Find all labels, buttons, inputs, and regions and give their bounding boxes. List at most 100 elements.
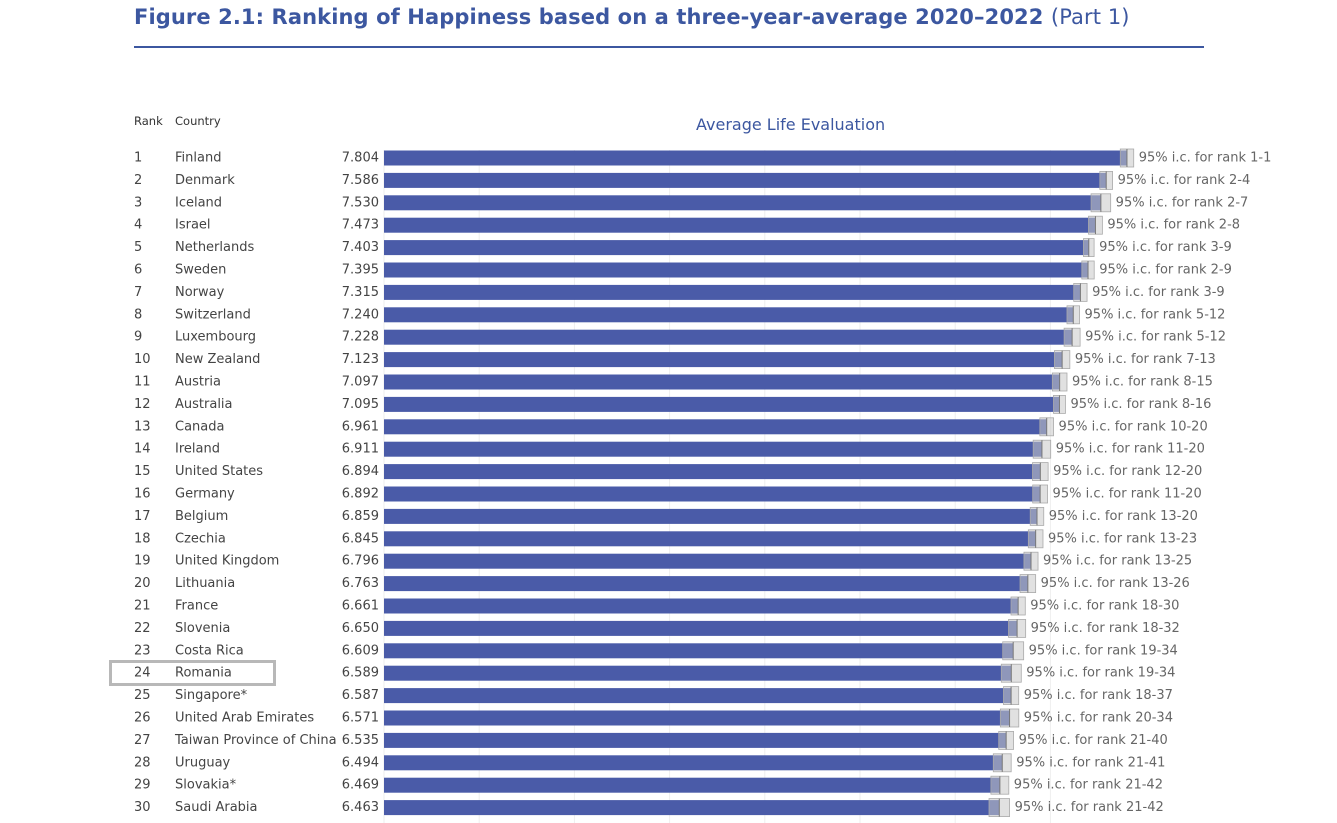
bar	[384, 464, 1041, 480]
rank-label: 18	[134, 531, 151, 546]
rank-label: 5	[134, 240, 142, 255]
ci-label: 95% i.c. for rank 13-26	[1041, 576, 1190, 591]
rank-label: 14	[134, 442, 151, 457]
score-label: 6.661	[342, 599, 379, 614]
rank-label: 15	[134, 464, 151, 479]
score-label: 7.240	[342, 307, 379, 322]
bar	[384, 688, 1012, 704]
ci-label: 95% i.c. for rank 3-9	[1092, 285, 1225, 300]
bar	[384, 598, 1019, 614]
score-label: 7.804	[342, 151, 379, 166]
rank-label: 24	[134, 666, 151, 681]
country-label: United Kingdom	[175, 554, 279, 569]
score-label: 7.097	[342, 375, 379, 390]
bar	[384, 374, 1060, 390]
country-label: Lithuania	[175, 576, 235, 591]
ci-label: 95% i.c. for rank 11-20	[1053, 487, 1202, 502]
figure-title-part: (Part 1)	[1050, 5, 1130, 29]
country-label: United States	[175, 464, 263, 479]
bar	[384, 800, 1000, 816]
score-label: 7.228	[342, 330, 379, 345]
ci-label: 95% i.c. for rank 12-20	[1053, 464, 1202, 479]
country-label: Netherlands	[175, 240, 254, 255]
bar	[384, 486, 1041, 502]
score-label: 6.763	[342, 576, 379, 591]
ci-label: 95% i.c. for rank 5-12	[1085, 330, 1226, 345]
rank-column-header: Rank	[134, 114, 163, 128]
rank-label: 2	[134, 173, 142, 188]
ci-label: 95% i.c. for rank 1-1	[1139, 151, 1272, 166]
bar	[384, 755, 1003, 771]
score-label: 7.530	[342, 195, 379, 210]
ci-label: 95% i.c. for rank 7-13	[1075, 352, 1216, 367]
ci-label: 95% i.c. for rank 11-20	[1056, 442, 1205, 457]
bar	[384, 172, 1107, 188]
country-label: Slovakia*	[175, 778, 237, 793]
ci-label: 95% i.c. for rank 13-20	[1049, 509, 1198, 524]
bar	[384, 576, 1028, 592]
country-label: Singapore*	[175, 688, 248, 703]
ci-label: 95% i.c. for rank 21-40	[1019, 733, 1168, 748]
rank-label: 11	[134, 375, 151, 390]
score-label: 6.571	[342, 711, 379, 726]
rank-label: 29	[134, 778, 151, 793]
country-label: Slovenia	[175, 621, 230, 636]
score-label: 6.892	[342, 487, 379, 502]
country-column-header: Country	[175, 114, 221, 128]
rank-label: 4	[134, 218, 142, 233]
country-label: Romania	[175, 666, 232, 681]
country-label: New Zealand	[175, 352, 260, 367]
score-label: 7.395	[342, 263, 379, 278]
bar	[384, 643, 1014, 659]
score-label: 6.494	[342, 755, 379, 770]
rank-label: 26	[134, 711, 151, 726]
ci-label: 95% i.c. for rank 2-4	[1118, 173, 1251, 188]
country-label: Ireland	[175, 442, 220, 457]
rank-label: 21	[134, 599, 151, 614]
ci-label: 95% i.c. for rank 21-42	[1015, 800, 1164, 815]
bar	[384, 665, 1012, 681]
country-label: Belgium	[175, 509, 228, 524]
country-label: Sweden	[175, 263, 226, 278]
rank-label: 20	[134, 576, 151, 591]
chart-title: Average Life Evaluation	[696, 115, 886, 134]
bar	[384, 419, 1047, 435]
bar	[384, 262, 1089, 278]
score-label: 6.961	[342, 419, 379, 434]
ci-label: 95% i.c. for rank 3-9	[1099, 240, 1232, 255]
country-label: Uruguay	[175, 755, 231, 770]
score-label: 7.095	[342, 397, 379, 412]
country-label: Costa Rica	[175, 643, 244, 658]
highlight-box-romania	[109, 660, 276, 686]
score-label: 6.796	[342, 554, 379, 569]
score-label: 6.469	[342, 778, 379, 793]
score-label: 6.609	[342, 643, 379, 658]
score-label: 6.859	[342, 509, 379, 524]
bar	[384, 284, 1081, 300]
rank-label: 13	[134, 419, 151, 434]
bar	[384, 150, 1127, 166]
score-label: 6.589	[342, 666, 379, 681]
ci-label: 95% i.c. for rank 21-41	[1016, 755, 1165, 770]
rank-label: 28	[134, 755, 151, 770]
title-divider	[134, 46, 1204, 48]
ci-label: 95% i.c. for rank 18-37	[1024, 688, 1173, 703]
ci-label: 95% i.c. for rank 13-23	[1048, 531, 1197, 546]
bar	[384, 508, 1037, 524]
bar	[384, 396, 1060, 412]
score-label: 6.845	[342, 531, 379, 546]
rank-label: 1	[134, 151, 142, 166]
rank-label: 10	[134, 352, 151, 367]
ci-label: 95% i.c. for rank 5-12	[1085, 307, 1226, 322]
score-label: 7.315	[342, 285, 379, 300]
ci-label: 95% i.c. for rank 18-32	[1031, 621, 1180, 636]
ci-label: 95% i.c. for rank 18-30	[1030, 599, 1179, 614]
rank-label: 3	[134, 195, 142, 210]
country-label: Taiwan Province of China	[174, 733, 337, 748]
rank-label: 16	[134, 487, 151, 502]
rank-label: 30	[134, 800, 151, 815]
rank-label: 6	[134, 263, 142, 278]
bar	[384, 553, 1031, 569]
ci-label: 95% i.c. for rank 2-9	[1099, 263, 1232, 278]
